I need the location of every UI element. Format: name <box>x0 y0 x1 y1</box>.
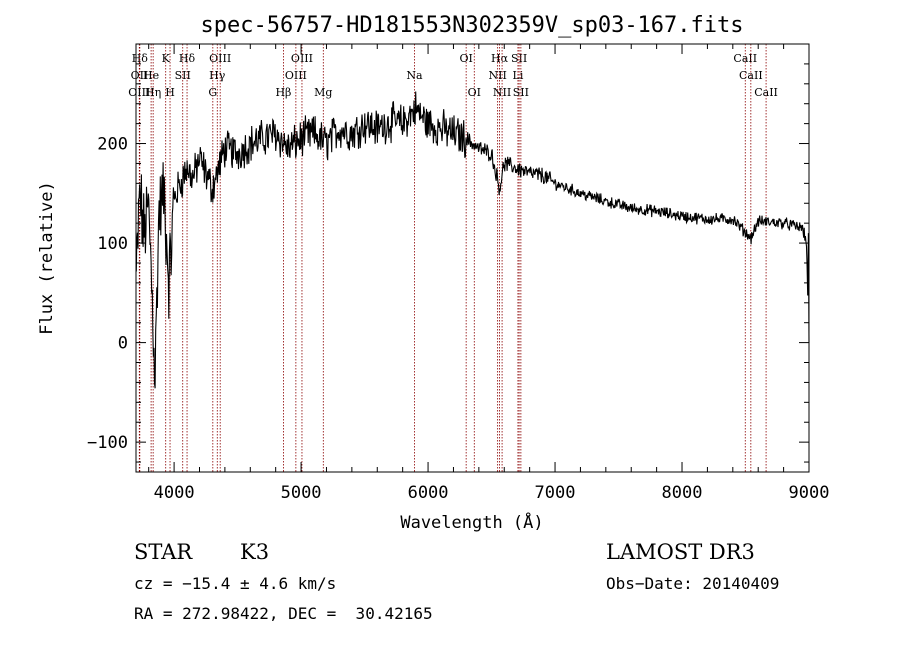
spectral-line-label: Mg <box>314 86 332 99</box>
observation-date: Obs−Date: 20140409 <box>606 574 780 593</box>
spectral-line-label: Hγ <box>209 69 226 82</box>
spectral-line-label: Li <box>513 69 524 82</box>
x-tick-label: 6000 <box>408 483 449 503</box>
y-tick-label: 200 <box>97 135 128 155</box>
x-axis-label: Wavelength (Å) <box>400 511 543 533</box>
x-tick-label: 7000 <box>535 483 576 503</box>
spectral-line-label: H <box>165 86 175 99</box>
spectrum-series-line <box>135 91 810 389</box>
survey-name: LAMOST DR3 <box>606 540 755 564</box>
spectral-line-label: OIII <box>209 52 231 65</box>
y-tick-label: 100 <box>97 234 128 254</box>
spectral-line-label: G <box>208 86 217 99</box>
spectral-line-label: OI <box>468 86 481 99</box>
spectral-line-label: CaII <box>739 69 763 82</box>
spectral-line-label: Na <box>406 69 423 82</box>
spectral-line-label: He <box>143 69 159 82</box>
spectral-line-label: NII <box>493 86 511 99</box>
spectral-line-label: Hδ <box>179 52 196 65</box>
y-axis-label: Flux (relative) <box>37 181 57 335</box>
spectral-line-label: SII <box>175 69 191 82</box>
axis-ticks: 4000 5000 6000 7000 8000 9000 −100 0 100 200 <box>87 44 829 503</box>
y-tick-label: −100 <box>87 433 128 453</box>
x-tick-label: 8000 <box>662 483 703 503</box>
spectral-line-label: Hβ <box>275 86 291 99</box>
spectral-line-label: K <box>162 52 171 65</box>
spectral-line-label: OIII <box>285 69 307 82</box>
spectral-line-label: SII <box>513 86 529 99</box>
spectral-line-label: CaII <box>754 86 778 99</box>
spectral-line-label: OI <box>459 52 472 65</box>
spectral-line-label: OIII <box>291 52 313 65</box>
spectral-line-label: Hδ <box>132 52 149 65</box>
spectral-line-label: Hα <box>491 52 509 65</box>
sky-coordinates: RA = 272.98422, DEC = 30.42165 <box>134 604 433 623</box>
x-tick-label: 5000 <box>281 483 322 503</box>
object-subclass: K3 <box>240 540 270 564</box>
spectral-line-label: NII <box>488 69 506 82</box>
chart-title: spec-56757-HD181553N302359V_sp03-167.fit… <box>200 13 743 38</box>
spectrum-chart: spec-56757-HD181553N302359V_sp03-167.fit… <box>37 13 829 533</box>
spectral-line-label: OIII <box>128 86 150 99</box>
x-tick-label: 4000 <box>154 483 195 503</box>
y-tick-label: 0 <box>118 334 128 354</box>
object-class: STAR <box>134 540 193 564</box>
redshift-velocity: cz = −15.4 ± 4.6 km/s <box>134 574 337 593</box>
plot-frame <box>135 43 810 473</box>
spectral-line-label: Hη <box>145 86 161 99</box>
spectral-line-label: SII <box>511 52 527 65</box>
x-tick-label: 9000 <box>789 483 830 503</box>
spectral-line-label: CaII <box>733 52 757 65</box>
